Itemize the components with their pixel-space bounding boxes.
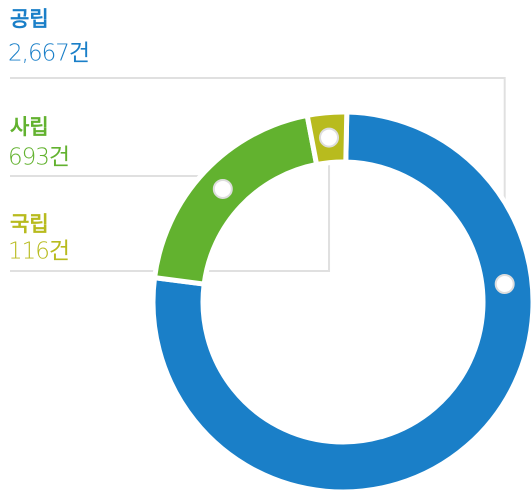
marker-dot	[212, 178, 233, 199]
marker-dot	[319, 127, 340, 148]
donut-segment	[151, 112, 320, 287]
category-label: 사립	[10, 115, 49, 139]
donut-segment	[150, 109, 532, 492]
value-label: 2,667건	[8, 41, 89, 67]
value-label: 116건	[8, 239, 69, 265]
leader-line	[10, 137, 331, 272]
marker-dot	[494, 274, 515, 294]
category-label: 국립	[10, 212, 49, 236]
category-label: 공립	[10, 7, 49, 31]
value-label: 693건	[8, 145, 69, 171]
